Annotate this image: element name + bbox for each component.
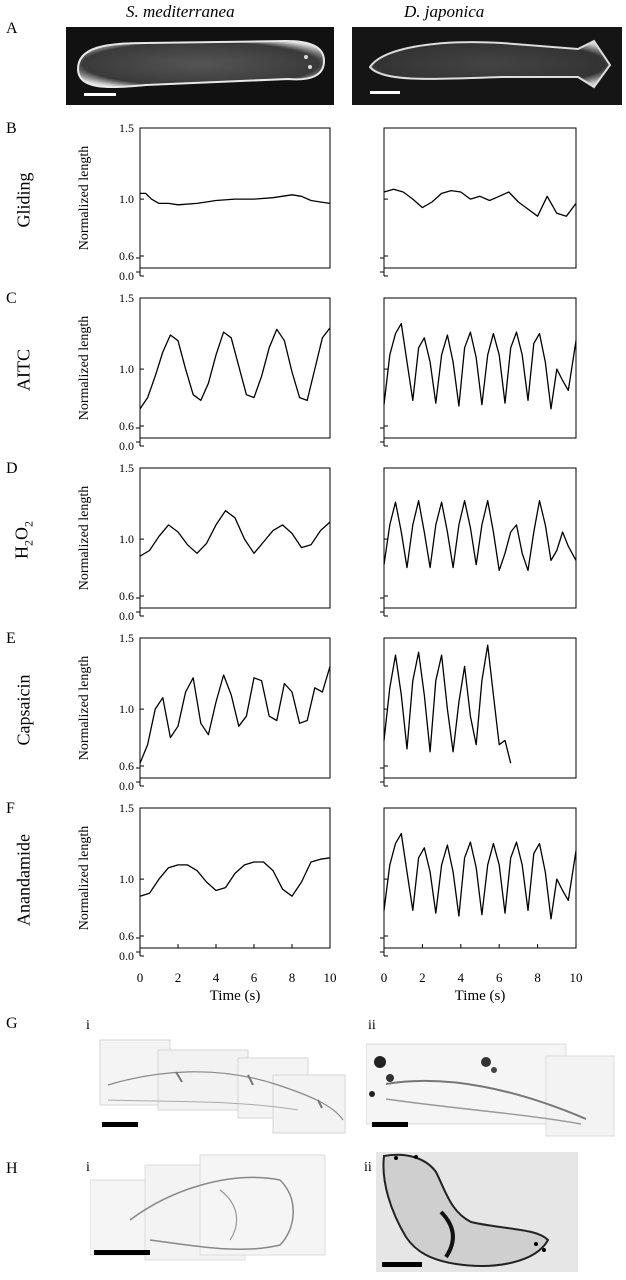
plot-frame-f-smed (139, 807, 331, 949)
plot-frame-f-djap (383, 807, 577, 949)
ytick-label-f-smed: 0.6 (119, 929, 134, 943)
xtick-label-f-djap: 6 (496, 970, 503, 985)
ytick-label-d-smed: 0.0 (119, 609, 134, 623)
plot-frame-e-smed (139, 637, 331, 779)
panel-label-h: H (6, 1160, 18, 1177)
panel-h-ii-graphic (376, 1152, 578, 1272)
panel-label-c: C (6, 290, 17, 307)
djap-worm-photo (352, 27, 622, 105)
panel-h-i-graphic (89, 1154, 326, 1261)
ytick-label-d-smed: 0.6 (119, 589, 134, 603)
panel-label-g: G (6, 1015, 18, 1032)
xlabel-f-smed: Time (s) (210, 988, 261, 1004)
series-line-b-djap (383, 188, 577, 217)
xtick-label-f-smed: 2 (175, 970, 182, 985)
ytick-label-f-smed: 1.0 (119, 872, 134, 886)
ytick-label-b-smed: 1.5 (119, 121, 134, 135)
series-line-b-smed (140, 192, 331, 206)
ytick-label-c-smed: 0.6 (119, 419, 134, 433)
plot-frame-b-smed (139, 127, 331, 269)
ytick-label-b-smed: 1.0 (119, 192, 134, 206)
xtick-label-f-smed: 10 (324, 970, 337, 985)
series-line-e-djap (383, 644, 512, 764)
ytick-label-b-smed: 0.0 (119, 269, 134, 283)
series-line-f-smed (139, 857, 331, 897)
panel-label-a: A (6, 20, 18, 37)
plot-frame-b-djap (383, 127, 577, 269)
xtick-label-f-smed: 4 (213, 970, 220, 985)
series-line-d-djap (383, 500, 577, 572)
xtick-label-f-djap: 4 (458, 970, 465, 985)
ytick-label-b-smed: 0.6 (119, 249, 134, 263)
ylabel-c-smed: Normalized length (77, 316, 92, 421)
plot-frame-c-smed (139, 297, 331, 439)
panel-g-ii-image (365, 1034, 616, 1139)
panel-h-ii-image (376, 1152, 578, 1272)
panel-g-i-graphic (99, 1039, 346, 1134)
column-title-right: D. japonica (404, 2, 485, 21)
ylabel-e-smed: Normalized length (77, 656, 92, 761)
smed-worm-photo (66, 27, 334, 105)
panel-h-ii-label: ii (364, 1160, 372, 1175)
line-charts: 0.0 0.6 1.0 1.5 Normalized length 0.0 0.6 1.0 1.… (77, 121, 583, 1004)
panel-g-ii-label: ii (368, 1018, 376, 1033)
series-line-d-smed (139, 510, 331, 557)
xtick-label-f-djap: 10 (570, 970, 583, 985)
ytick-label-f-smed: 1.5 (119, 801, 134, 815)
ytick-label-c-smed: 1.0 (119, 362, 134, 376)
panel-h-i-image (89, 1150, 340, 1268)
ytick-label-d-smed: 1.5 (119, 461, 134, 475)
xtick-label-f-smed: 0 (137, 970, 144, 985)
ylabel-b-smed: Normalized length (77, 146, 92, 251)
ylabel-f-smed: Normalized length (77, 826, 92, 931)
panel-g-ii-graphic (365, 1043, 615, 1137)
xtick-label-f-djap: 2 (419, 970, 426, 985)
ytick-label-c-smed: 0.0 (119, 439, 134, 453)
ytick-label-e-smed: 0.6 (119, 759, 134, 773)
ytick-label-c-smed: 1.5 (119, 291, 134, 305)
plot-frame-e-djap (383, 637, 577, 779)
xtick-label-f-smed: 6 (251, 970, 258, 985)
panel-label-b: B (6, 120, 17, 137)
series-line-c-djap (383, 322, 577, 410)
panel-label-e: E (6, 630, 16, 647)
ytick-label-e-smed: 1.5 (119, 631, 134, 645)
xtick-label-f-smed: 8 (289, 970, 296, 985)
series-line-c-smed (139, 327, 331, 410)
panel-label-d: D (6, 460, 18, 477)
column-title-left: S. mediterranea (126, 2, 235, 21)
plot-frame-d-djap (383, 467, 577, 609)
series-line-e-smed (139, 666, 331, 764)
panel-g-i-image (98, 1030, 348, 1135)
panel-h-i-label: i (86, 1160, 90, 1175)
smed-worm-graphic (76, 39, 326, 96)
ytick-label-d-smed: 1.0 (119, 532, 134, 546)
panel-g-i-label: i (86, 1018, 90, 1033)
plot-frame-c-djap (383, 297, 577, 439)
ytick-label-f-smed: 0.0 (119, 949, 134, 963)
series-line-f-djap (383, 832, 577, 920)
ytick-label-e-smed: 1.0 (119, 702, 134, 716)
xlabel-f-djap: Time (s) (455, 988, 506, 1004)
xtick-label-f-djap: 8 (534, 970, 541, 985)
plot-frame-d-smed (139, 467, 331, 609)
djap-worm-graphic (368, 39, 612, 94)
ylabel-d-smed: Normalized length (77, 486, 92, 591)
xtick-label-f-djap: 0 (381, 970, 388, 985)
ytick-label-e-smed: 0.0 (119, 779, 134, 793)
panel-label-f: F (6, 800, 15, 817)
